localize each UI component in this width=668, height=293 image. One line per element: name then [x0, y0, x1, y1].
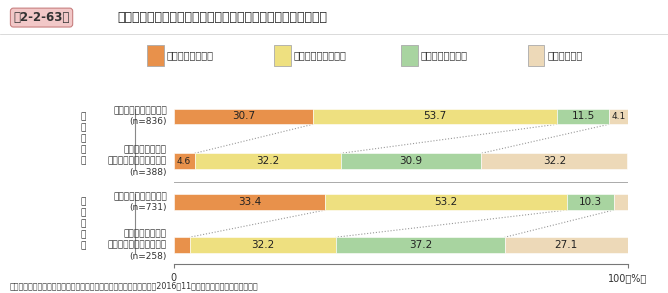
Bar: [325, 194, 567, 210]
Text: 4.6: 4.6: [177, 157, 191, 166]
Text: 後継者が決まっている
(n=836): 後継者が決まっている (n=836): [113, 106, 167, 127]
Bar: [609, 109, 628, 124]
Bar: [401, 45, 418, 66]
Bar: [174, 237, 190, 253]
Text: 4.1: 4.1: [611, 112, 626, 121]
Bar: [147, 45, 164, 66]
Text: 37.2: 37.2: [409, 240, 432, 250]
Text: 候補者がいるが、
本人の了承を得ていない
(n=388): 候補者がいるが、 本人の了承を得ていない (n=388): [108, 146, 167, 177]
Text: 資料：中小企業庁委託「企業経営の継続に関するアンケート調査」（2016年11月、（株）東京商工リサーチ）: 資料：中小企業庁委託「企業経営の継続に関するアンケート調査」（2016年11月、…: [10, 281, 259, 290]
Bar: [336, 237, 505, 253]
Text: 十分にできている: 十分にできている: [167, 51, 214, 61]
Text: 10.3: 10.3: [579, 197, 602, 207]
Bar: [174, 194, 325, 210]
Text: 32.2: 32.2: [251, 240, 275, 250]
Bar: [341, 153, 481, 169]
Text: 後継者が決まっている
(n=731): 後継者が決まっている (n=731): [113, 192, 167, 212]
Text: 53.2: 53.2: [435, 197, 458, 207]
Text: 小
規
模
法
人: 小 規 模 法 人: [80, 112, 86, 166]
Text: 個
人
事
業
者: 個 人 事 業 者: [80, 197, 86, 250]
Text: おおむねできている: おおむねできている: [294, 51, 347, 61]
Text: 32.2: 32.2: [542, 156, 566, 166]
Text: 32.2: 32.2: [256, 156, 279, 166]
Bar: [274, 45, 291, 66]
Text: できていない: できていない: [548, 51, 583, 61]
Text: 30.9: 30.9: [399, 156, 423, 166]
Text: 第2-2-63図: 第2-2-63図: [13, 11, 69, 24]
Text: 11.5: 11.5: [572, 111, 595, 121]
Text: 53.7: 53.7: [424, 111, 447, 121]
Text: 対話を試みている: 対話を試みている: [421, 51, 468, 61]
Text: 33.4: 33.4: [238, 197, 261, 207]
Bar: [174, 109, 313, 124]
Bar: [614, 194, 628, 210]
Text: 後継者・後継者候補との対話状況（小規模法人・個人事業者）: 後継者・後継者候補との対話状況（小規模法人・個人事業者）: [117, 11, 327, 24]
Bar: [505, 237, 628, 253]
Bar: [313, 109, 557, 124]
Text: 候補者がいるが、
本人の了承を得ていない
(n=258): 候補者がいるが、 本人の了承を得ていない (n=258): [108, 229, 167, 261]
Text: 27.1: 27.1: [554, 240, 578, 250]
Bar: [190, 237, 336, 253]
Bar: [557, 109, 609, 124]
Bar: [194, 153, 341, 169]
Bar: [528, 45, 544, 66]
Bar: [481, 153, 627, 169]
Bar: [567, 194, 614, 210]
Text: 30.7: 30.7: [232, 111, 255, 121]
Bar: [174, 153, 194, 169]
